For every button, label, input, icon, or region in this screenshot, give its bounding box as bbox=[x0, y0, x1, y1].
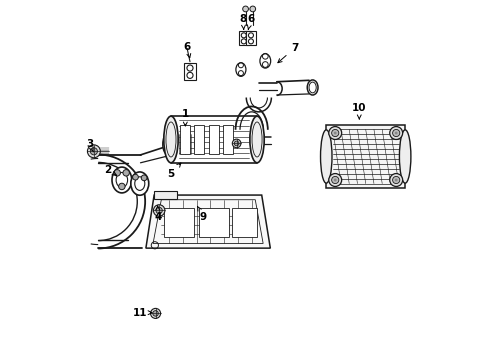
Ellipse shape bbox=[163, 116, 178, 163]
Circle shape bbox=[87, 145, 100, 158]
Bar bbox=[154, 191, 177, 199]
Circle shape bbox=[186, 72, 193, 78]
Text: 4: 4 bbox=[154, 206, 161, 222]
Circle shape bbox=[132, 174, 138, 180]
Bar bbox=[198, 208, 228, 237]
Ellipse shape bbox=[306, 80, 317, 95]
Circle shape bbox=[90, 148, 97, 155]
Text: 5: 5 bbox=[167, 163, 181, 179]
Text: 1: 1 bbox=[182, 109, 188, 126]
Ellipse shape bbox=[166, 134, 199, 154]
Text: 11: 11 bbox=[133, 308, 152, 318]
Ellipse shape bbox=[260, 54, 270, 68]
Circle shape bbox=[241, 39, 246, 44]
Circle shape bbox=[331, 176, 338, 184]
Polygon shape bbox=[145, 195, 270, 248]
Circle shape bbox=[331, 130, 338, 136]
Ellipse shape bbox=[194, 134, 203, 154]
Ellipse shape bbox=[249, 116, 264, 163]
Circle shape bbox=[242, 6, 248, 12]
Text: 9: 9 bbox=[197, 206, 206, 221]
Ellipse shape bbox=[163, 134, 171, 154]
Bar bbox=[171, 116, 257, 163]
Text: 8: 8 bbox=[239, 14, 246, 30]
Circle shape bbox=[152, 311, 158, 316]
Ellipse shape bbox=[131, 172, 148, 195]
Circle shape bbox=[122, 170, 129, 176]
Bar bbox=[163, 208, 194, 237]
Ellipse shape bbox=[135, 177, 144, 190]
Circle shape bbox=[156, 207, 162, 213]
Text: 3: 3 bbox=[86, 139, 93, 152]
Text: 6: 6 bbox=[183, 42, 190, 58]
Text: 2: 2 bbox=[103, 165, 116, 175]
Bar bbox=[180, 125, 190, 154]
Bar bbox=[245, 31, 255, 45]
Ellipse shape bbox=[116, 172, 127, 188]
Circle shape bbox=[249, 6, 255, 12]
Bar bbox=[223, 125, 233, 154]
Circle shape bbox=[119, 183, 125, 190]
Ellipse shape bbox=[235, 63, 245, 76]
Text: 6: 6 bbox=[247, 14, 254, 29]
Circle shape bbox=[153, 205, 164, 216]
Circle shape bbox=[232, 139, 241, 148]
Circle shape bbox=[234, 141, 239, 146]
Circle shape bbox=[333, 132, 336, 134]
Circle shape bbox=[186, 65, 193, 71]
Text: 7: 7 bbox=[277, 43, 298, 63]
Circle shape bbox=[150, 309, 160, 319]
Circle shape bbox=[389, 174, 402, 186]
Circle shape bbox=[141, 175, 147, 181]
Circle shape bbox=[333, 179, 336, 181]
Bar bbox=[183, 63, 196, 80]
Text: 10: 10 bbox=[351, 103, 366, 119]
Circle shape bbox=[328, 127, 341, 139]
Circle shape bbox=[248, 39, 253, 44]
Ellipse shape bbox=[112, 167, 131, 193]
Circle shape bbox=[392, 130, 399, 136]
Circle shape bbox=[394, 132, 397, 134]
Circle shape bbox=[328, 174, 341, 186]
Bar bbox=[232, 208, 257, 237]
Bar bbox=[208, 125, 218, 154]
Circle shape bbox=[114, 170, 120, 176]
Bar bbox=[238, 31, 248, 45]
Circle shape bbox=[248, 33, 253, 38]
Ellipse shape bbox=[399, 130, 410, 183]
Circle shape bbox=[392, 176, 399, 184]
Circle shape bbox=[394, 179, 397, 181]
Ellipse shape bbox=[320, 130, 331, 183]
Bar bbox=[194, 125, 204, 154]
Circle shape bbox=[389, 127, 402, 139]
Circle shape bbox=[241, 33, 246, 38]
Polygon shape bbox=[325, 125, 405, 188]
